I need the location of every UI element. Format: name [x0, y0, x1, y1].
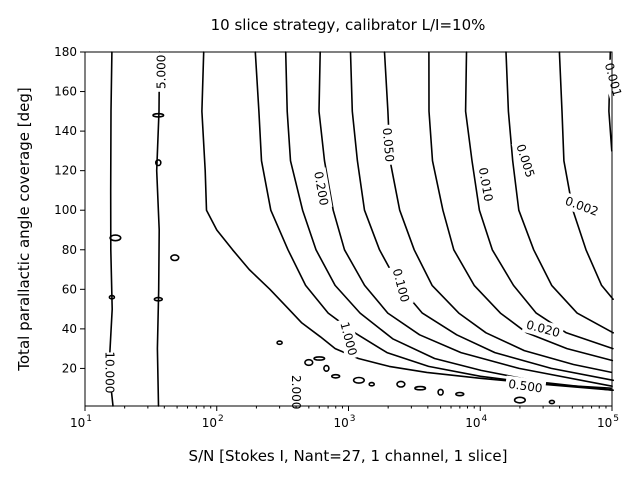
- contour-label-background: [511, 139, 540, 183]
- contour-island: [170, 254, 180, 262]
- contour-label-background: [521, 315, 565, 342]
- contour-island: [323, 364, 330, 373]
- contour-island: [548, 399, 556, 405]
- x-tick-label: 102: [202, 414, 224, 430]
- contour-island: [437, 388, 444, 396]
- x-tick-exponent: 3: [350, 414, 356, 424]
- x-tick-label: 104: [465, 414, 487, 430]
- contour-line: [284, 51, 614, 391]
- contour-label-background: [335, 317, 362, 361]
- contour-label: 0.010: [476, 166, 496, 202]
- contour-label-background: [474, 163, 498, 206]
- contour-label: 0.500: [507, 377, 543, 396]
- x-tick-exponent: 4: [482, 414, 488, 424]
- y-tick-label: 180: [54, 45, 77, 59]
- contour-label: 0.002: [563, 194, 600, 219]
- x-tick-exponent: 2: [218, 414, 224, 424]
- contour-island: [109, 234, 122, 242]
- contour-label-background: [288, 372, 305, 413]
- y-tick-label: 80: [62, 243, 77, 257]
- contour-island: [396, 380, 406, 388]
- y-tick-label: 120: [54, 164, 77, 178]
- y-tick-label: 160: [54, 85, 77, 99]
- x-tick-exponent: 1: [86, 414, 92, 424]
- contour-label-background: [101, 352, 118, 393]
- contour-island: [331, 373, 341, 379]
- contour-label: 5.000: [154, 55, 168, 89]
- contour-label-background: [504, 375, 547, 397]
- contour-island: [276, 340, 283, 346]
- contour-island: [368, 381, 376, 387]
- contour-island: [455, 391, 465, 397]
- contour-island: [153, 296, 164, 302]
- contour-island: [152, 112, 165, 118]
- x-tick-label: 105: [597, 414, 619, 430]
- contour-label-background: [600, 58, 627, 102]
- y-axis-label: Total parallactic angle coverage [deg]: [15, 87, 33, 371]
- contour-line: [318, 51, 613, 387]
- contour-island: [155, 159, 162, 167]
- y-tick-label: 140: [54, 124, 77, 138]
- contour-label: 10.000: [102, 351, 116, 393]
- x-tick-label: 103: [333, 414, 355, 430]
- contour-label-background: [387, 264, 414, 307]
- x-tick-exponent: 5: [613, 414, 619, 424]
- contour-label: 0.200: [311, 170, 331, 206]
- contour-label-background: [378, 124, 398, 166]
- contour-labels: 10.0005.0002.0001.0000.5000.2000.1000.05…: [101, 51, 627, 413]
- chart-title: 10 slice strategy, calibrator L/I=10%: [211, 16, 486, 34]
- contour-island: [313, 356, 326, 361]
- plot-area: 10.0005.0002.0001.0000.5000.2000.1000.05…: [84, 51, 627, 413]
- contour-islands: [108, 112, 556, 405]
- contour-label: 0.050: [380, 127, 397, 162]
- contour-line: [428, 51, 614, 362]
- y-tick-label: 100: [54, 203, 77, 217]
- contour-label-background: [153, 51, 170, 92]
- y-tick-label: 60: [62, 282, 77, 296]
- contour-island: [414, 385, 427, 391]
- y-tick-label: 40: [62, 322, 77, 336]
- contour-label-background: [309, 167, 333, 210]
- contour-line: [558, 51, 614, 300]
- contour-island: [513, 396, 527, 404]
- contour-label: 2.000: [289, 375, 303, 409]
- contour-line: [155, 51, 161, 407]
- contour-island: [304, 358, 314, 367]
- contour-lines: [108, 51, 614, 407]
- contour-line: [505, 51, 614, 334]
- x-tick-label: 101: [70, 414, 92, 430]
- contour-label-background: [560, 191, 604, 221]
- contour-line: [201, 51, 612, 389]
- x-axis: 101 102 103 104 105: [70, 406, 619, 430]
- contour-line: [254, 51, 614, 391]
- x-axis-label: S/N [Stokes I, Nant=27, 1 channel, 1 sli…: [189, 447, 508, 465]
- y-axis: 20 40 60 80 100 120 140 160 180: [54, 45, 85, 375]
- contour-island: [352, 376, 366, 384]
- y-tick-label: 20: [62, 361, 77, 375]
- contour-island: [108, 294, 116, 300]
